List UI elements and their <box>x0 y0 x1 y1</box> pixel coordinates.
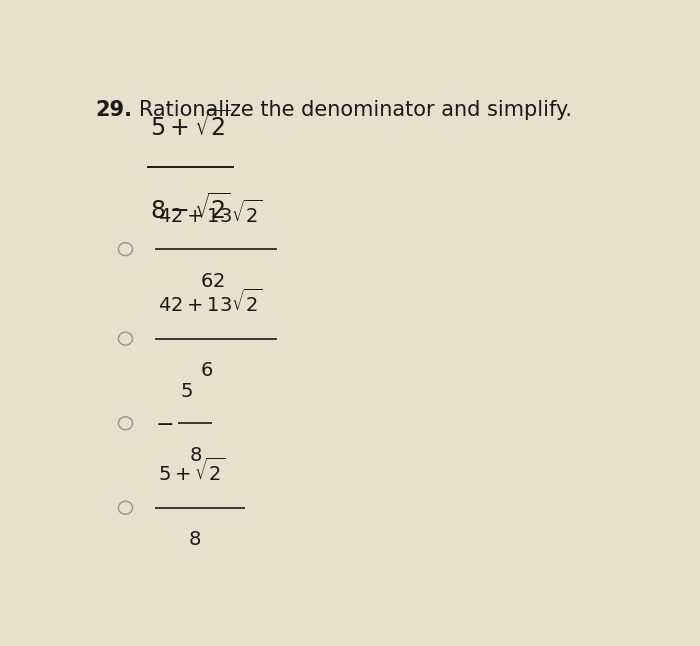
Text: 29.: 29. <box>96 100 132 120</box>
Text: $8$: $8$ <box>190 446 202 464</box>
Text: $42+13\sqrt{2}$: $42+13\sqrt{2}$ <box>158 289 262 317</box>
Text: $6$: $6$ <box>199 361 213 380</box>
Text: $42+13\sqrt{2}$: $42+13\sqrt{2}$ <box>158 200 262 227</box>
Text: $8$: $8$ <box>188 530 202 549</box>
Text: $5$: $5$ <box>180 382 193 401</box>
Text: $5+\sqrt{2}$: $5+\sqrt{2}$ <box>150 110 230 141</box>
Text: $-$: $-$ <box>155 413 174 433</box>
Text: $8-\sqrt{2}$: $8-\sqrt{2}$ <box>150 193 230 224</box>
Text: Rationalize the denominator and simplify.: Rationalize the denominator and simplify… <box>139 100 572 120</box>
Text: $5+\sqrt{2}$: $5+\sqrt{2}$ <box>158 458 225 485</box>
Text: $62$: $62$ <box>199 271 225 291</box>
